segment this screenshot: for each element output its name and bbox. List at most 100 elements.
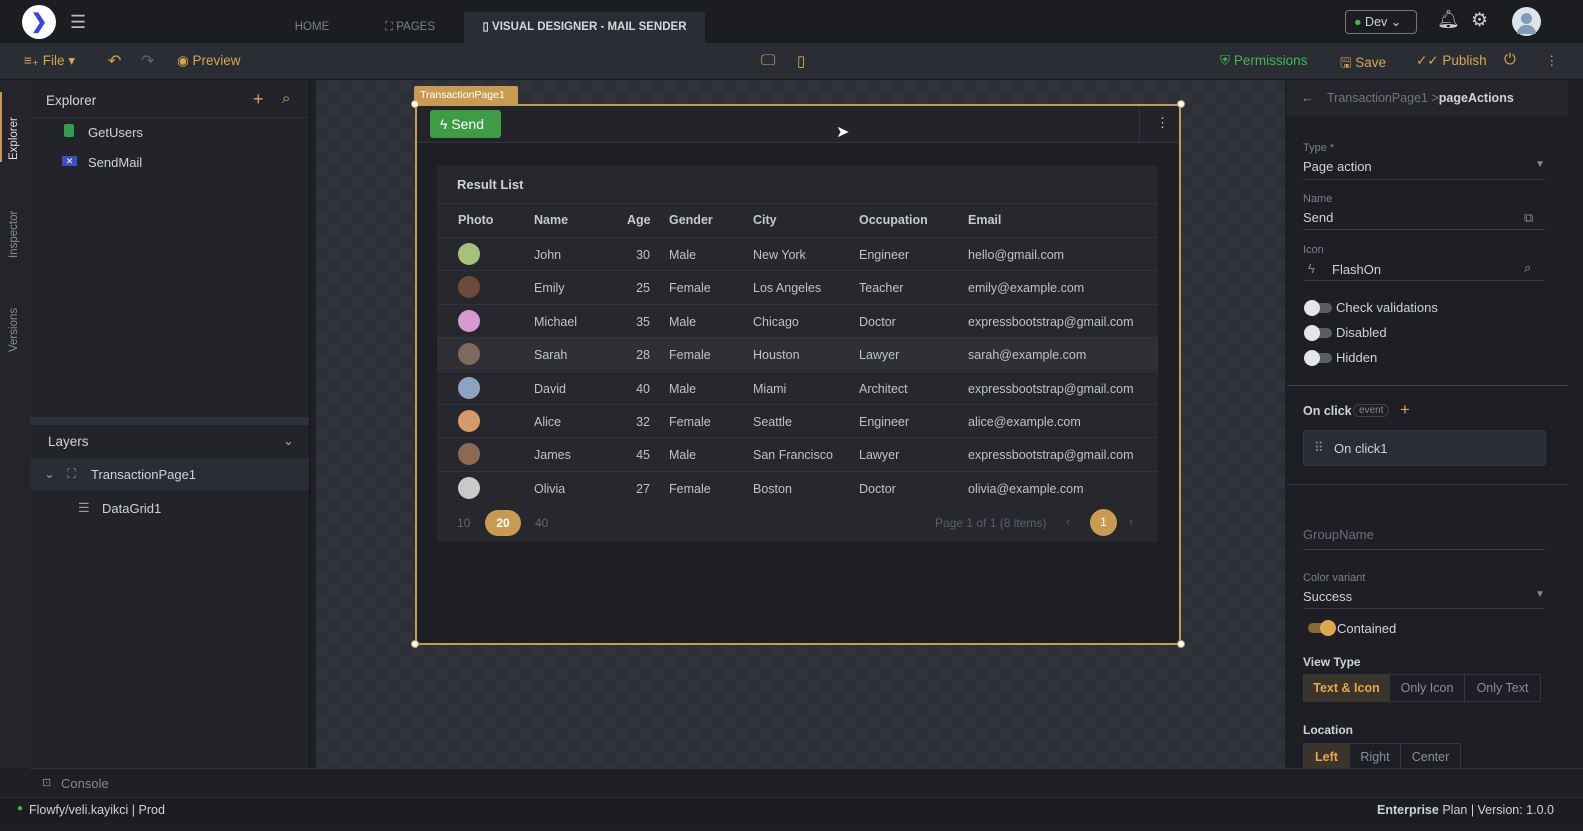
color-variant-select[interactable]: Success ▼ [1303,589,1545,604]
desktop-view-icon[interactable]: 🖵︎ [761,52,776,69]
column-header-gender[interactable]: Gender [669,213,713,227]
table-cell: 25 [636,281,650,296]
frame-more-icon[interactable]: ⋮ [1156,115,1169,130]
page-size-20[interactable]: 20 [485,510,521,536]
console-bar[interactable]: ⊡ Console [30,768,1583,797]
type-select[interactable]: Page action ▼ [1303,159,1545,174]
bell-icon[interactable]: 🔔︎ [1437,9,1460,29]
save-button[interactable]: 🖫︎ Save [1340,53,1386,76]
panel-splitter[interactable] [30,417,309,425]
icon-input[interactable]: FlashOn [1332,262,1382,277]
redo-icon[interactable]: ↷ [141,53,155,70]
table-cell: sarah@example.com [968,348,1087,363]
layer-item-transactionpage1[interactable]: ⌄ ⛶ TransactionPage1 [30,458,309,490]
power-icon[interactable]: ⏻ [1504,51,1516,68]
table-row[interactable]: John 30 Male New York Engineer hello@gmail.co… [437,237,1158,270]
send-label: Send [451,116,485,132]
send-button[interactable]: ϟ Send [430,110,501,138]
more-icon[interactable]: ⋮ [1545,53,1559,68]
page-button-1[interactable]: 1 [1090,509,1117,536]
check-validations-toggle[interactable] [1304,300,1332,316]
file-menu[interactable]: ≡₊ File ▾ [24,53,76,68]
table-row[interactable]: Emily 25 Female Los Angeles Teacher emily@exa… [437,270,1158,303]
table-cell: Seattle [753,415,792,429]
column-header-age[interactable]: Age [627,213,651,227]
explorer-item-sendmail[interactable]: SendMail [88,155,143,170]
app-logo[interactable]: ❯ [22,5,56,39]
table-cell: Olivia [534,481,566,496]
environment-select[interactable]: ● Dev ⌄ [1345,10,1417,34]
column-header-email[interactable]: Email [968,213,1002,227]
page-tag: TransactionPage1 [414,86,518,104]
resize-handle[interactable] [411,100,419,108]
side-tab-inspector[interactable]: Inspector [8,210,20,258]
gear-icon[interactable]: ⚙ [1471,10,1489,31]
tab-visual-designer[interactable]: ▯ VISUAL DESIGNER - MAIL SENDER [464,12,705,43]
page-info: Page 1 of 1 (8 items) [935,516,1047,530]
plan-name: Enterprise [1377,803,1439,817]
column-header-occupation[interactable]: Occupation [859,213,928,227]
layer-item-datagrid1[interactable]: DataGrid1 [102,501,162,516]
publish-button[interactable]: ✓✓ Publish [1416,53,1487,69]
contained-toggle[interactable] [1308,620,1336,636]
hidden-toggle[interactable] [1304,350,1332,366]
dropdown-icon: ▼ [1535,159,1545,170]
prev-page-icon[interactable]: ‹ [1066,514,1071,529]
table-cell: expressbootstrap@gmail.com [968,448,1134,463]
location-left[interactable]: Left [1303,743,1350,771]
next-page-icon[interactable]: › [1129,514,1134,529]
menu-icon[interactable]: ☰ [70,12,87,32]
permissions-label: Permissions [1233,53,1308,68]
side-tab-versions[interactable]: Versions [8,307,20,352]
search-icon[interactable]: ⌕ [282,90,291,107]
add-icon[interactable]: + [253,89,264,109]
breadcrumb-parent[interactable]: TransactionPage1 > [1327,91,1439,105]
undo-icon[interactable]: ↶ [108,53,122,70]
chevron-down-icon[interactable]: ⌄ [283,433,294,448]
page-size-10[interactable]: 10 [457,516,471,530]
table-cell: 35 [636,314,650,329]
view-type-only-text[interactable]: Only Text [1464,674,1541,702]
table-cell: Miami [753,381,787,396]
disabled-toggle[interactable] [1304,325,1332,341]
resize-handle[interactable] [411,640,419,648]
search-icon[interactable]: ⌕ [1524,260,1532,275]
translate-icon[interactable]: ⧉ [1524,210,1534,225]
resize-handle[interactable] [1177,100,1185,108]
side-tab-explorer[interactable]: Explorer [8,117,20,160]
drag-handle-icon[interactable]: ⠿ [1314,440,1324,455]
column-header-photo[interactable]: Photo [458,213,494,227]
table-cell: San Francisco [753,448,833,463]
table-cell: John [534,248,562,262]
user-photo [458,443,480,466]
status-dot-icon: ● [1354,15,1362,29]
column-header-city[interactable]: City [753,213,777,227]
tab-pages[interactable]: ⛶ PAGES [365,12,455,43]
avatar[interactable] [1512,7,1541,36]
table-row[interactable]: Sarah 28 Female Houston Lawyer sarah@example.… [437,337,1158,371]
name-input[interactable]: Send [1303,210,1334,225]
table-row[interactable]: Olivia 27 Female Boston Doctor olivia@example… [437,470,1158,504]
preview-button[interactable]: ◉ Preview [177,53,241,69]
resize-handle[interactable] [1177,640,1185,648]
column-header-name[interactable]: Name [534,213,569,227]
onclick-item[interactable]: ⠿ On click1 [1303,430,1546,466]
permissions-button[interactable]: ⛨ Permissions [1220,53,1307,69]
table-row[interactable]: Michael 35 Male Chicago Doctor expressbootstr… [437,303,1158,337]
location-right[interactable]: Right [1349,743,1401,771]
view-type-text-icon[interactable]: Text & Icon [1303,674,1390,702]
add-event-icon[interactable]: + [1400,400,1410,419]
mobile-view-icon[interactable]: ▯ [797,53,806,70]
table-cell: Lawyer [859,448,900,463]
back-arrow-icon[interactable]: ← [1301,90,1314,105]
groupname-input[interactable]: GroupName [1303,527,1374,542]
table-row[interactable]: David 40 Male Miami Architect expressbootstra… [437,370,1158,404]
location-center[interactable]: Center [1400,743,1461,771]
view-type-only-icon[interactable]: Only Icon [1389,674,1465,702]
table-row[interactable]: Alice 32 Female Seattle Engineer alice@exampl… [437,404,1158,437]
page-size-40[interactable]: 40 [535,516,549,530]
table-row[interactable]: James 45 Male San Francisco Lawyer expressboo… [437,437,1158,470]
tab-home[interactable]: HOME [294,21,330,33]
explorer-item-getusers[interactable]: GetUsers [88,125,143,140]
table-cell: 45 [636,448,650,463]
